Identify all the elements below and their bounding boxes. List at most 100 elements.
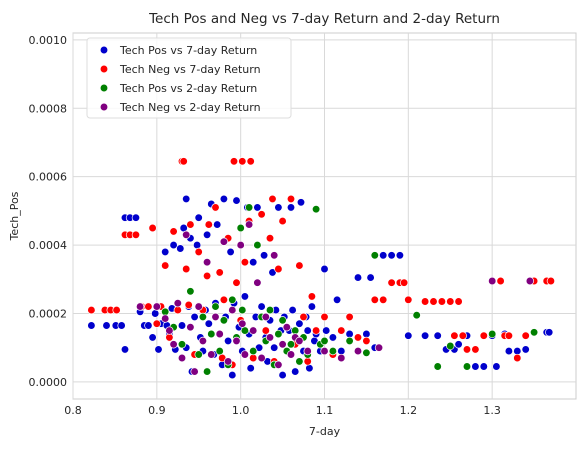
series-3-points <box>135 220 535 376</box>
data-point <box>215 346 224 356</box>
data-point <box>471 362 480 371</box>
data-point <box>504 346 514 356</box>
data-point <box>87 305 96 315</box>
data-point <box>102 321 111 330</box>
data-point <box>504 331 514 340</box>
legend-label: Tech Neg vs 2-day Return <box>119 101 261 114</box>
data-point <box>253 278 262 287</box>
data-point <box>345 336 354 346</box>
data-point <box>249 326 258 335</box>
data-point <box>179 157 188 166</box>
data-point <box>399 278 409 287</box>
data-point <box>521 345 530 354</box>
data-point <box>337 353 346 363</box>
data-point <box>404 295 413 304</box>
data-point <box>337 326 346 335</box>
data-point <box>257 210 266 219</box>
data-point <box>204 220 213 229</box>
data-point <box>112 305 121 315</box>
data-point <box>176 244 185 253</box>
data-point <box>215 268 224 277</box>
data-point <box>152 319 161 328</box>
data-point <box>207 329 216 339</box>
y-tick-labels: 0.0000 0.0002 0.0004 0.0006 0.0008 0.0010 <box>29 34 68 389</box>
y-tick-label: 0.0010 <box>29 34 68 47</box>
data-point <box>151 309 160 318</box>
data-point <box>479 362 488 371</box>
data-point <box>303 357 312 366</box>
data-point <box>202 367 212 376</box>
data-point <box>282 323 291 332</box>
data-point <box>211 312 220 322</box>
data-point <box>186 220 195 229</box>
x-axis-label: 7-day <box>309 425 341 438</box>
data-point <box>190 367 199 376</box>
data-point <box>362 348 371 357</box>
data-point <box>236 240 245 250</box>
data-point <box>404 331 413 340</box>
data-point <box>257 302 266 311</box>
legend: Tech Pos vs 7-day Return Tech Neg vs 7-da… <box>86 37 292 119</box>
x-tick-labels: 0.8 0.9 1.0 1.1 1.2 1.3 <box>64 404 501 417</box>
data-point <box>249 258 258 267</box>
data-point <box>305 364 314 373</box>
data-point <box>240 258 250 267</box>
data-point <box>379 295 388 304</box>
legend-label: Tech Neg vs 7-day Return <box>119 63 261 76</box>
data-point <box>265 333 275 342</box>
data-point <box>265 305 275 315</box>
data-point <box>161 261 170 270</box>
data-point <box>194 350 203 359</box>
data-point <box>274 360 283 369</box>
data-point <box>240 350 250 359</box>
x-tick-label: 1.3 <box>483 404 501 417</box>
data-point <box>362 329 371 339</box>
data-point <box>219 237 229 246</box>
data-point <box>202 230 212 239</box>
data-point <box>265 234 275 243</box>
data-point <box>322 326 331 335</box>
data-point <box>228 305 237 315</box>
data-point <box>238 157 247 166</box>
data-point <box>332 295 342 304</box>
x-tick-label: 1.1 <box>316 404 334 417</box>
data-point <box>228 370 237 380</box>
data-point <box>232 196 241 205</box>
data-point <box>131 213 141 222</box>
data-point <box>253 203 262 212</box>
data-point <box>87 321 96 330</box>
data-point <box>337 346 346 356</box>
data-point <box>286 350 296 359</box>
legend-label: Tech Pos vs 2-day Return <box>119 82 257 95</box>
data-point <box>268 194 277 204</box>
data-point <box>215 329 224 339</box>
data-point <box>295 261 304 270</box>
data-point <box>223 336 233 346</box>
data-point <box>353 273 363 282</box>
legend-marker <box>99 83 109 93</box>
data-point <box>244 203 254 212</box>
data-point <box>320 346 329 356</box>
data-point <box>488 276 497 286</box>
data-point <box>192 240 202 250</box>
data-point <box>228 295 237 304</box>
data-point <box>219 316 229 325</box>
data-point <box>311 205 321 214</box>
data-point <box>173 305 182 315</box>
data-point <box>496 276 505 286</box>
data-point <box>161 247 170 257</box>
data-point <box>446 297 455 306</box>
x-tick-label: 0.8 <box>64 404 82 417</box>
x-tick-label: 0.9 <box>148 404 166 417</box>
data-point <box>194 247 203 257</box>
data-point <box>261 312 270 322</box>
data-point <box>420 297 430 306</box>
data-point <box>320 312 329 322</box>
data-point <box>144 302 153 311</box>
data-point <box>246 157 255 166</box>
data-point <box>433 362 442 371</box>
data-point <box>219 194 229 204</box>
data-point <box>219 295 229 304</box>
data-point <box>303 326 312 335</box>
data-point <box>120 345 130 354</box>
